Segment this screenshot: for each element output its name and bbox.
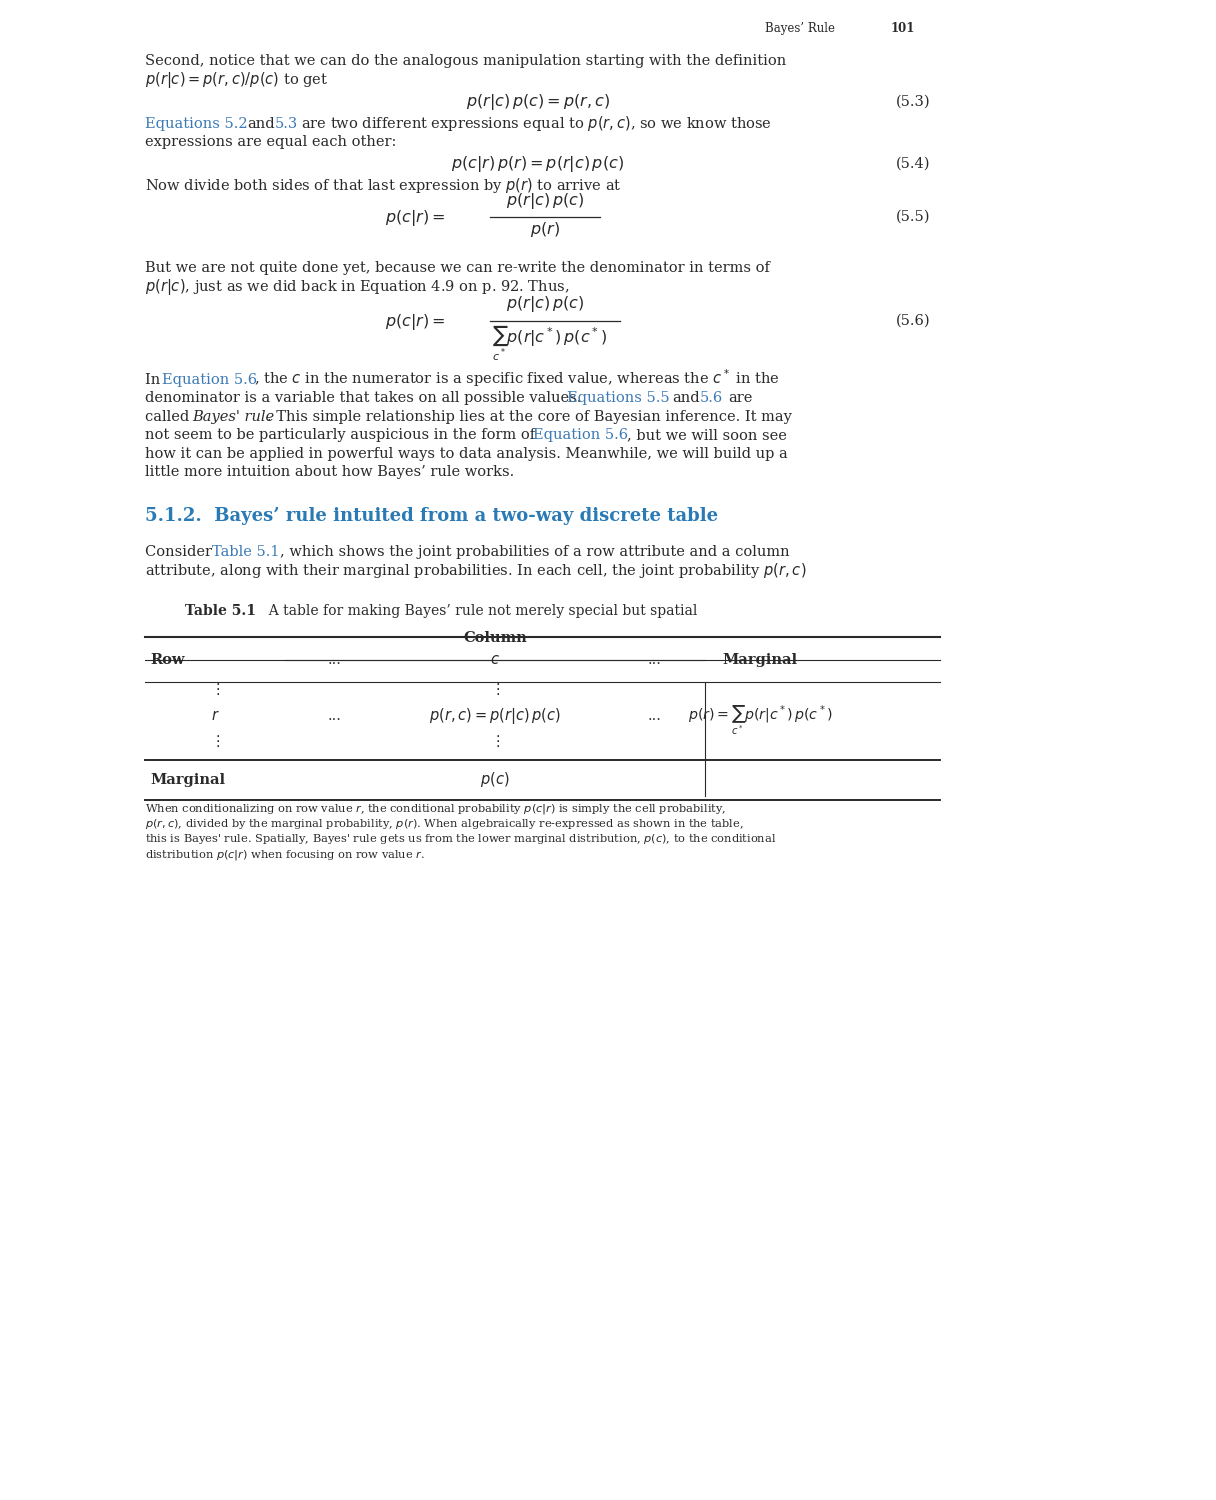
Text: (5.3): (5.3) <box>895 94 930 108</box>
Text: $p(c)$: $p(c)$ <box>480 770 510 789</box>
Text: $\vdots$: $\vdots$ <box>210 681 220 696</box>
Text: not seem to be particularly auspicious in the form of: not seem to be particularly auspicious i… <box>145 427 540 442</box>
Text: how it can be applied in powerful ways to data analysis. Meanwhile, we will buil: how it can be applied in powerful ways t… <box>145 447 788 460</box>
Text: ...: ... <box>648 708 662 723</box>
Text: 5.3: 5.3 <box>275 117 298 130</box>
Text: expressions are equal each other:: expressions are equal each other: <box>145 135 396 148</box>
Text: (5.6): (5.6) <box>895 314 930 327</box>
Text: A table for making Bayes’ rule not merely special but spatial: A table for making Bayes’ rule not merel… <box>260 603 697 618</box>
Text: $r$: $r$ <box>210 708 219 723</box>
Text: attribute, along with their marginal probabilities. In each cell, the joint prob: attribute, along with their marginal pro… <box>145 561 806 579</box>
Text: ...: ... <box>328 708 342 723</box>
Text: But we are not quite done yet, because we can re-write the denominator in terms : But we are not quite done yet, because w… <box>145 261 770 274</box>
Text: In: In <box>145 372 165 387</box>
Text: are two different expressions equal to $p(r, c)$, so we know those: are two different expressions equal to $… <box>302 114 772 132</box>
Text: denominator is a variable that takes on all possible values.: denominator is a variable that takes on … <box>145 392 586 405</box>
Text: (5.4): (5.4) <box>895 158 930 171</box>
Text: , but we will soon see: , but we will soon see <box>627 427 787 442</box>
Text: Table 5.1: Table 5.1 <box>185 603 257 618</box>
Text: called: called <box>145 410 193 423</box>
Text: $p(c|r) = $: $p(c|r) = $ <box>384 209 445 228</box>
Text: Equations 5.5: Equations 5.5 <box>567 392 670 405</box>
Text: $c$: $c$ <box>490 652 500 666</box>
Text: Equations 5.2: Equations 5.2 <box>145 117 248 130</box>
Text: Now divide both sides of that last expression by $p(r)$ to arrive at: Now divide both sides of that last expre… <box>145 176 621 195</box>
Text: $p(c|r)\, p(r) = p(r|c)\, p(c)$: $p(c|r)\, p(r) = p(r|c)\, p(c)$ <box>451 154 624 174</box>
Text: $p(r|c)\, p(c)$: $p(r|c)\, p(c)$ <box>506 294 584 314</box>
Text: $\vdots$: $\vdots$ <box>490 681 500 696</box>
Text: Second, notice that we can do the analogous manipulation starting with the defin: Second, notice that we can do the analog… <box>145 54 787 68</box>
Text: and: and <box>247 117 275 130</box>
Text: are: are <box>728 392 753 405</box>
Text: When conditionalizing on row value $r$, the conditional probability $p(c|r)$ is : When conditionalizing on row value $r$, … <box>145 802 726 816</box>
Text: Table 5.1: Table 5.1 <box>213 544 280 560</box>
Text: $p(r) = \sum_{c^*} p(r|c^*)\, p(c^*)$: $p(r) = \sum_{c^*} p(r|c^*)\, p(c^*)$ <box>687 704 833 736</box>
Text: $p(r|c)$, just as we did back in Equation 4.9 on p. 92. Thus,: $p(r|c)$, just as we did back in Equatio… <box>145 276 569 297</box>
Text: $p(r)$: $p(r)$ <box>530 220 559 238</box>
Text: $p(r|c)\, p(c) = p(r, c)$: $p(r|c)\, p(c) = p(r, c)$ <box>466 92 609 111</box>
Text: , the $c$ in the numerator is a specific fixed value, whereas the $c^*$ in the: , the $c$ in the numerator is a specific… <box>254 368 779 388</box>
Text: (5.5): (5.5) <box>895 210 930 224</box>
Text: 101: 101 <box>890 22 914 34</box>
Text: and: and <box>672 392 699 405</box>
Text: $p(r, c) = p(r|c)\, p(c)$: $p(r, c) = p(r|c)\, p(c)$ <box>429 705 561 726</box>
Text: Column: Column <box>463 630 527 645</box>
Text: Bayes' rule: Bayes' rule <box>192 410 274 423</box>
Text: Marginal: Marginal <box>722 652 798 666</box>
Text: $\vdots$: $\vdots$ <box>210 732 220 748</box>
Text: Row: Row <box>150 652 185 666</box>
Text: $\vdots$: $\vdots$ <box>490 732 500 748</box>
Text: Equation 5.6: Equation 5.6 <box>163 372 258 387</box>
Text: Marginal: Marginal <box>150 772 225 786</box>
Text: distribution $p(c|r)$ when focusing on row value $r$.: distribution $p(c|r)$ when focusing on r… <box>145 847 424 861</box>
Text: $p(c|r) = $: $p(c|r) = $ <box>384 312 445 332</box>
Text: Equation 5.6: Equation 5.6 <box>533 427 629 442</box>
Text: $p(r, c)$, divided by the marginal probability, $p(r)$. When algebraically re-ex: $p(r, c)$, divided by the marginal proba… <box>145 816 744 831</box>
Text: , which shows the joint probabilities of a row attribute and a column: , which shows the joint probabilities of… <box>280 544 789 560</box>
Text: 5.1.2.  Bayes’ rule intuited from a two-way discrete table: 5.1.2. Bayes’ rule intuited from a two-w… <box>145 507 719 525</box>
Text: this is Bayes' rule. Spatially, Bayes' rule gets us from the lower marginal dist: this is Bayes' rule. Spatially, Bayes' r… <box>145 833 776 846</box>
Text: Bayes’ Rule: Bayes’ Rule <box>765 22 835 34</box>
Text: 5.6: 5.6 <box>700 392 724 405</box>
Text: $p(r|c)\, p(c)$: $p(r|c)\, p(c)$ <box>506 190 584 211</box>
Text: . This simple relationship lies at the core of Bayesian inference. It may: . This simple relationship lies at the c… <box>268 410 792 423</box>
Text: $\sum_{c^*} p(r|c^*)\, p(c^*)$: $\sum_{c^*} p(r|c^*)\, p(c^*)$ <box>492 324 608 363</box>
Text: ...: ... <box>328 652 342 666</box>
Text: Consider: Consider <box>145 544 216 560</box>
Text: little more intuition about how Bayes’ rule works.: little more intuition about how Bayes’ r… <box>145 465 514 478</box>
Text: $p(r|c) = p(r, c)/p(c)$ to get: $p(r|c) = p(r, c)/p(c)$ to get <box>145 69 328 90</box>
Text: ...: ... <box>648 652 662 666</box>
